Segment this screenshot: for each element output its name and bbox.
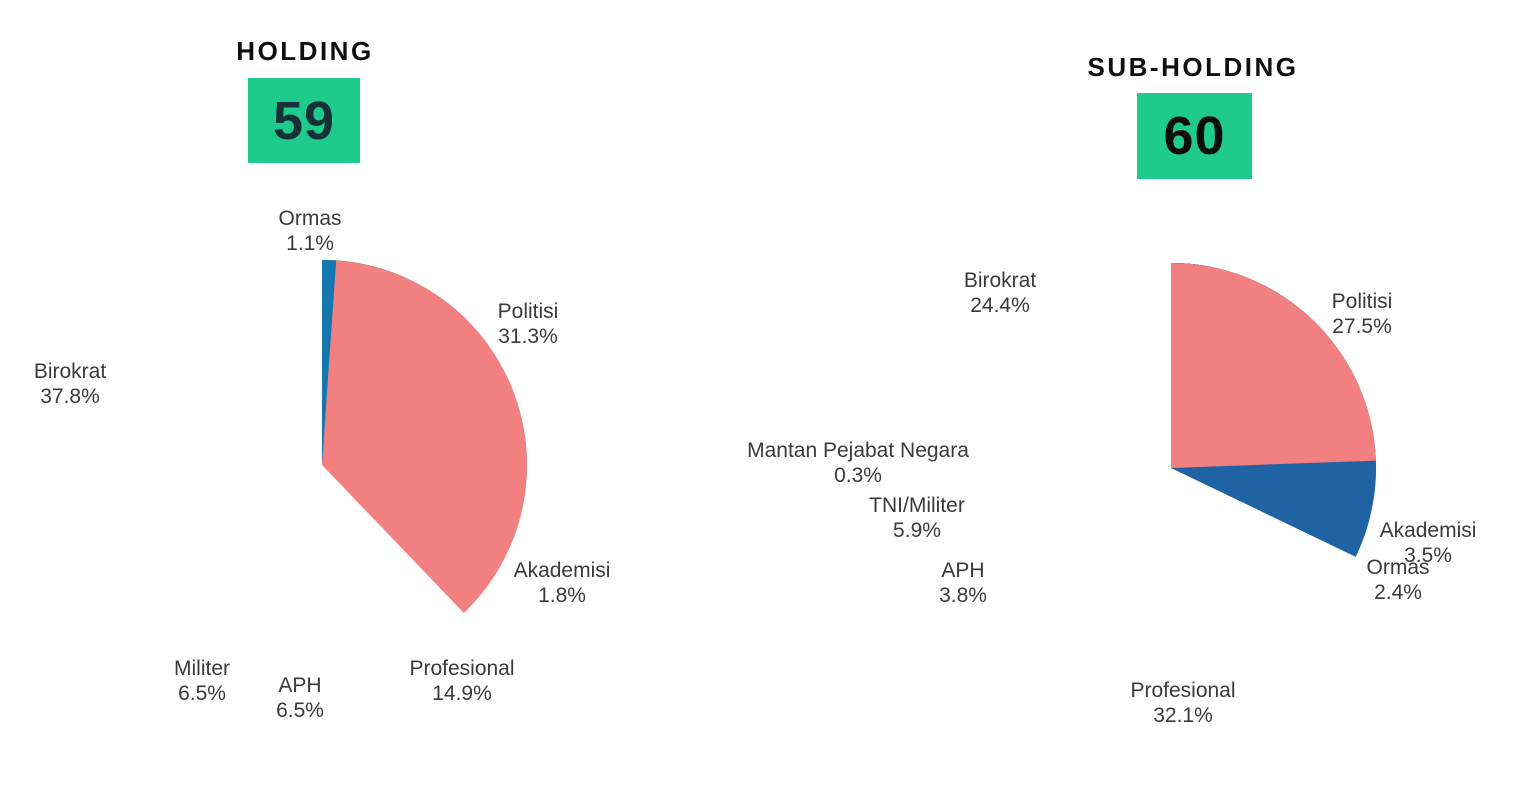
sub-holding-pie-chart [1171,263,1376,557]
slice-label-holding-politisi: Politisi 31.3% [497,300,559,348]
slice-label-holding-aph: APH 6.5% [276,674,324,722]
slice-label-subholding-tni-militer: TNI/Militer 5.9% [869,494,965,542]
holding-count-badge: 59 [248,78,360,163]
sub-holding-count-value: 60 [1163,106,1226,166]
holding-pie-chart [322,260,527,613]
pie-slice-birokrat [322,260,527,613]
slice-label-subholding-mantan-pejabat-negara: Mantan Pejabat Negara 0.3% [747,439,969,487]
slice-label-holding-profesional: Profesional 14.9% [409,657,515,705]
slice-label-subholding-aph: APH 3.8% [939,559,987,607]
pie-slice-ormas [322,260,337,465]
holding-title: HOLDING [236,36,374,66]
slice-label-holding-militer: Militer 6.5% [174,657,230,705]
slice-label-holding-birokrat: Birokrat 37.8% [33,360,107,408]
slice-label-subholding-birokrat: Birokrat 24.4% [963,269,1037,317]
slice-label-holding-akademisi: Akademisi 1.8% [513,559,611,607]
sub-holding-count-badge: 60 [1137,93,1252,179]
slice-label-subholding-akademisi: Akademisi 3.5% [1379,519,1477,567]
pie-slice-birokrat [1171,263,1376,468]
slice-label-subholding-politisi: Politisi 27.5% [1331,290,1393,338]
slice-label-subholding-profesional: Profesional 32.1% [1130,679,1236,727]
slice-label-subholding-ormas: Ormas 2.4% [1366,556,1430,604]
slice-label-holding-ormas: Ormas 1.1% [278,207,342,255]
holding-count-value: 59 [272,90,336,151]
sub-holding-title: SUB-HOLDING [1087,52,1299,82]
